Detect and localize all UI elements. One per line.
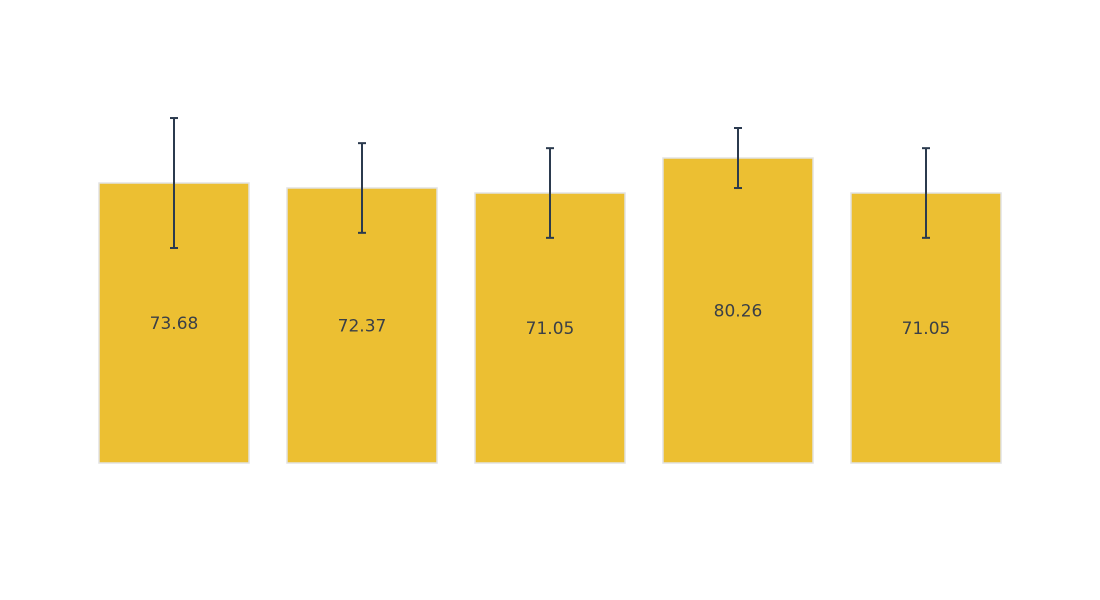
error-bar-3 [546,147,554,239]
bar-label-4: 80.26 [714,302,763,322]
bars-group [98,157,1002,464]
error-bars-group [170,117,930,249]
error-bar-5 [922,147,930,239]
bar-labels-group: 73.68 72.37 71.05 80.26 71.05 [150,302,951,339]
error-bar-4 [734,126,742,190]
bar-label-1: 73.68 [150,314,199,334]
error-bar-2 [358,142,366,234]
error-bar-1 [170,117,178,249]
bar-label-2: 72.37 [338,316,387,336]
bar-4 [662,157,814,464]
bar-label-3: 71.05 [526,319,575,339]
bar-label-5: 71.05 [902,319,951,339]
